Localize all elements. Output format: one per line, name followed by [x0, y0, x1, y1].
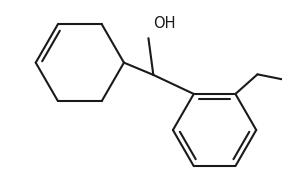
Text: OH: OH [153, 16, 176, 31]
